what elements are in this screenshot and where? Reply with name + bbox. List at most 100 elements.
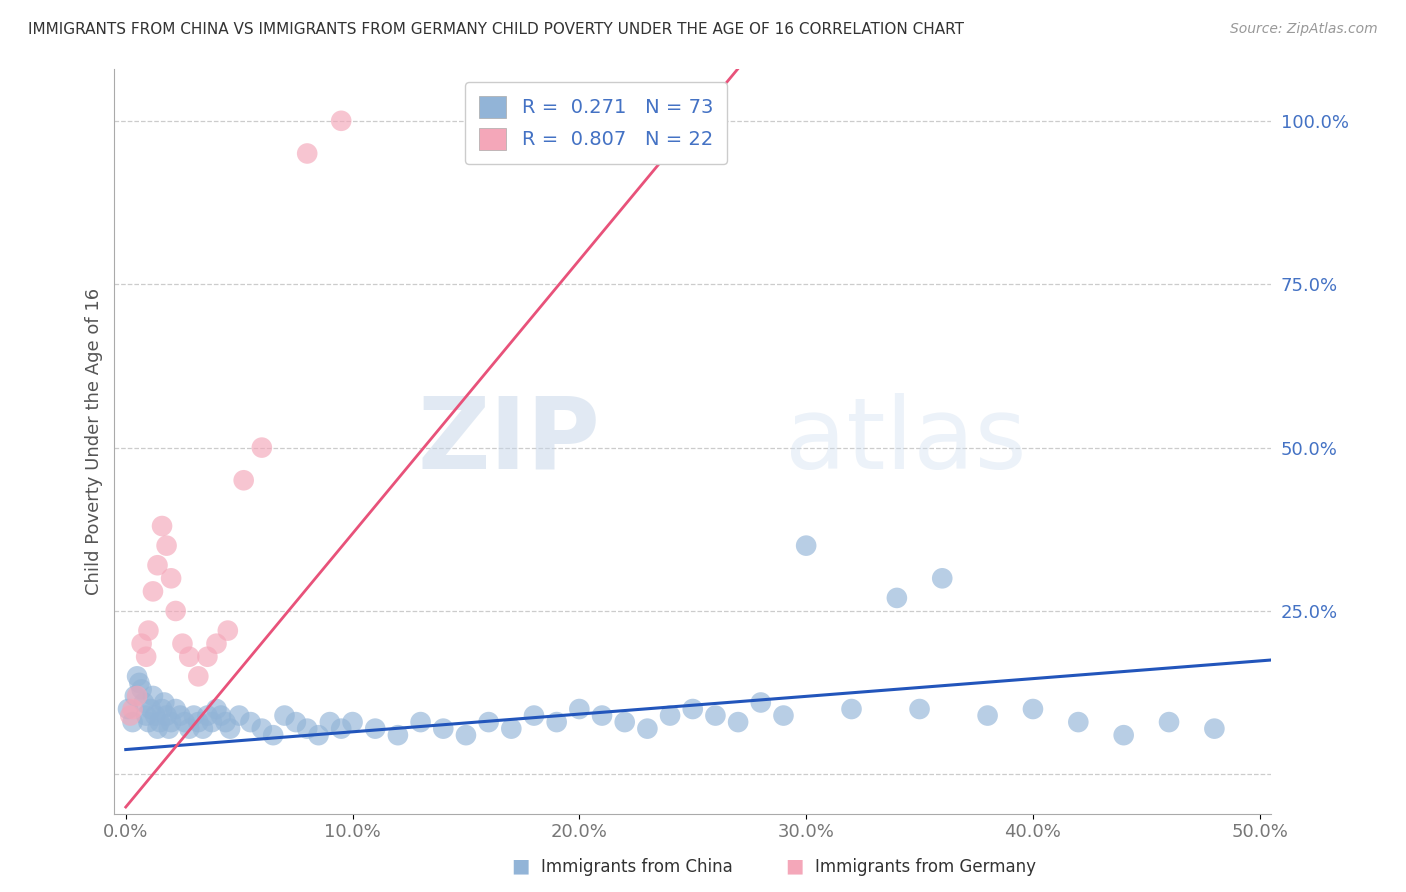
- Point: [155, 708, 177, 723]
- Point: [149, 715, 172, 730]
- Point: [146, 722, 169, 736]
- Point: [749, 696, 772, 710]
- Point: [308, 728, 330, 742]
- Point: [205, 637, 228, 651]
- Point: [1112, 728, 1135, 742]
- Point: [523, 708, 546, 723]
- Point: [127, 669, 149, 683]
- Point: [636, 722, 658, 736]
- Text: ZIP: ZIP: [418, 392, 600, 490]
- Point: [179, 649, 201, 664]
- Point: [142, 584, 165, 599]
- Point: [135, 708, 157, 723]
- Point: [772, 708, 794, 723]
- Point: [704, 708, 727, 723]
- Point: [219, 722, 242, 736]
- Point: [139, 702, 162, 716]
- Point: [205, 702, 228, 716]
- Point: [173, 715, 195, 730]
- Point: [142, 689, 165, 703]
- Point: [121, 702, 143, 716]
- Point: [209, 708, 232, 723]
- Point: [295, 146, 318, 161]
- Point: [727, 715, 749, 730]
- Point: [1157, 715, 1180, 730]
- Text: Immigrants from China: Immigrants from China: [541, 858, 733, 876]
- Point: [1022, 702, 1045, 716]
- Point: [157, 722, 180, 736]
- Point: [568, 702, 591, 716]
- Point: [179, 722, 201, 736]
- Y-axis label: Child Poverty Under the Age of 16: Child Poverty Under the Age of 16: [86, 287, 103, 595]
- Point: [150, 519, 173, 533]
- Point: [138, 715, 160, 730]
- Point: [160, 715, 183, 730]
- Point: [409, 715, 432, 730]
- Point: [187, 669, 209, 683]
- Text: ■: ■: [510, 857, 530, 876]
- Point: [172, 637, 194, 651]
- Legend: R =  0.271   N = 73, R =  0.807   N = 22: R = 0.271 N = 73, R = 0.807 N = 22: [465, 82, 727, 164]
- Point: [432, 722, 454, 736]
- Point: [976, 708, 998, 723]
- Point: [131, 637, 153, 651]
- Point: [191, 722, 214, 736]
- Point: [131, 682, 153, 697]
- Point: [183, 708, 205, 723]
- Point: [682, 702, 704, 716]
- Point: [794, 539, 817, 553]
- Point: [387, 728, 409, 742]
- Point: [501, 722, 523, 736]
- Point: [659, 708, 682, 723]
- Point: [124, 689, 146, 703]
- Point: [342, 715, 364, 730]
- Point: [214, 715, 236, 730]
- Point: [330, 722, 353, 736]
- Point: [908, 702, 931, 716]
- Point: [143, 708, 166, 723]
- Text: atlas: atlas: [786, 392, 1026, 490]
- Point: [121, 715, 143, 730]
- Text: IMMIGRANTS FROM CHINA VS IMMIGRANTS FROM GERMANY CHILD POVERTY UNDER THE AGE OF : IMMIGRANTS FROM CHINA VS IMMIGRANTS FROM…: [28, 22, 965, 37]
- Point: [187, 715, 209, 730]
- Point: [591, 708, 613, 723]
- Text: Source: ZipAtlas.com: Source: ZipAtlas.com: [1230, 22, 1378, 37]
- Point: [273, 708, 295, 723]
- Point: [295, 722, 318, 736]
- Point: [153, 696, 176, 710]
- Point: [262, 728, 284, 742]
- Point: [128, 676, 150, 690]
- Point: [232, 473, 254, 487]
- Point: [117, 702, 139, 716]
- Point: [250, 441, 273, 455]
- Point: [478, 715, 501, 730]
- Point: [155, 539, 177, 553]
- Point: [841, 702, 863, 716]
- Point: [169, 708, 191, 723]
- Point: [330, 113, 353, 128]
- Point: [197, 708, 219, 723]
- Point: [165, 604, 187, 618]
- Point: [127, 689, 149, 703]
- Point: [931, 571, 953, 585]
- Point: [201, 715, 224, 730]
- Point: [239, 715, 262, 730]
- Point: [217, 624, 239, 638]
- Point: [146, 558, 169, 573]
- Point: [250, 722, 273, 736]
- Point: [120, 708, 142, 723]
- Point: [886, 591, 908, 605]
- Point: [132, 696, 155, 710]
- Point: [1204, 722, 1226, 736]
- Point: [613, 715, 636, 730]
- Point: [546, 715, 568, 730]
- Point: [1067, 715, 1090, 730]
- Point: [319, 715, 342, 730]
- Point: [284, 715, 307, 730]
- Point: [165, 702, 187, 716]
- Point: [160, 571, 183, 585]
- Point: [150, 702, 173, 716]
- Point: [135, 649, 157, 664]
- Point: [197, 649, 219, 664]
- Text: Immigrants from Germany: Immigrants from Germany: [815, 858, 1036, 876]
